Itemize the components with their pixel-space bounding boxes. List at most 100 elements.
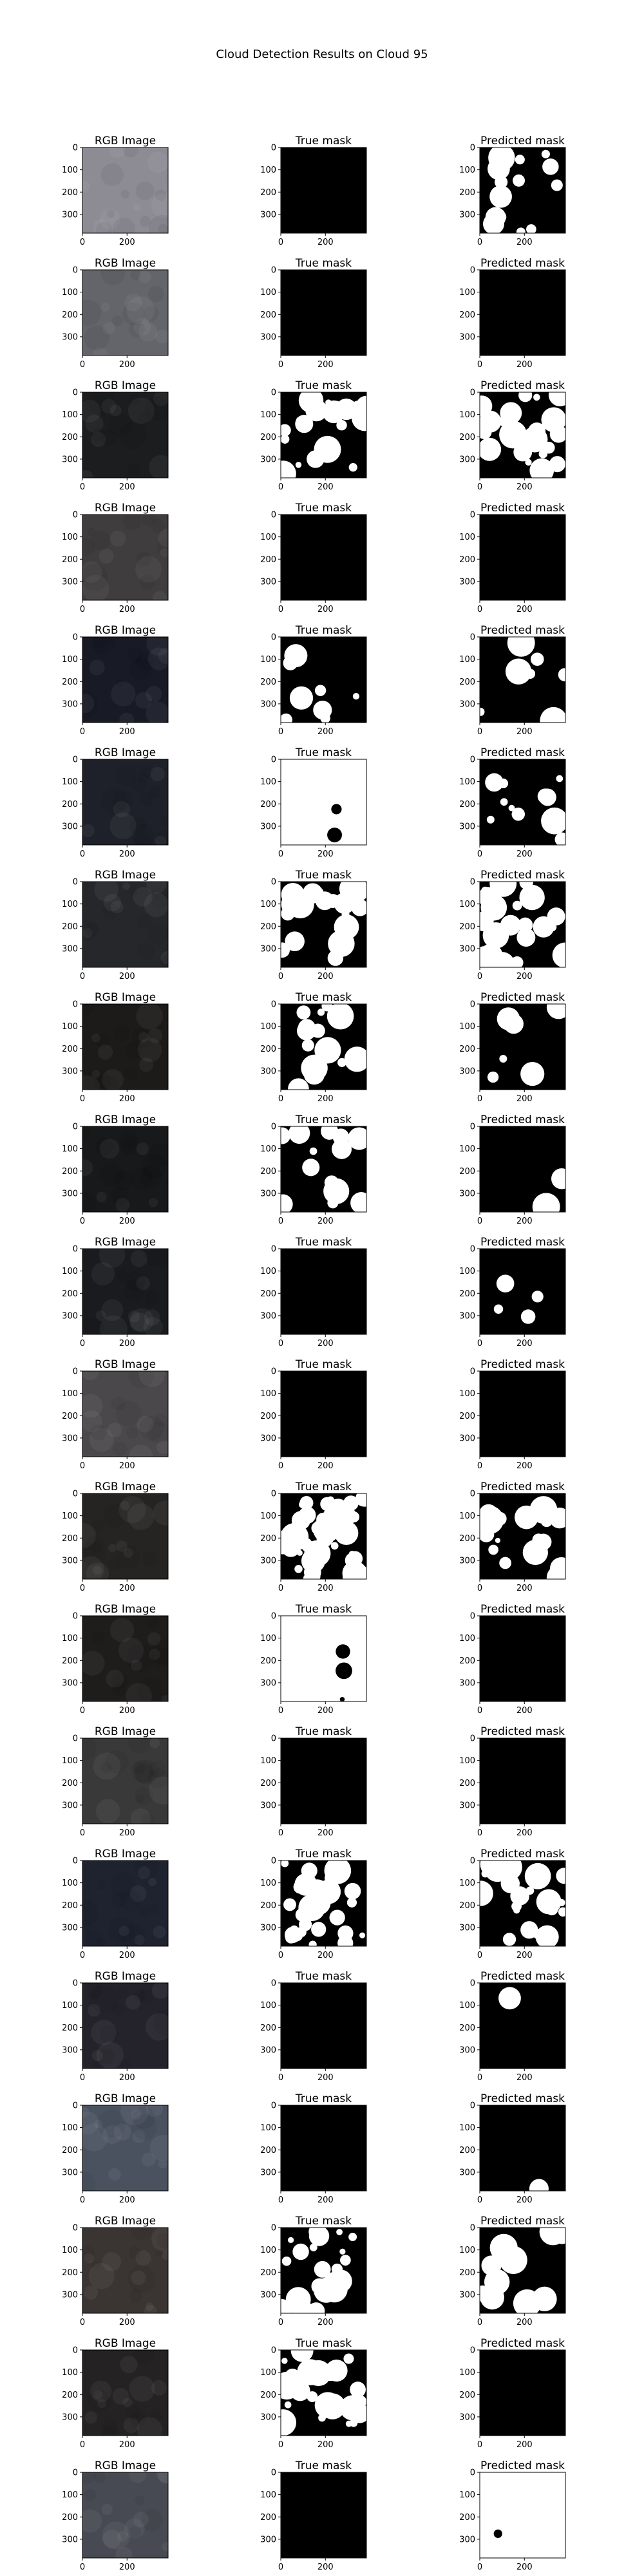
image-area [480, 270, 565, 355]
clear-region [336, 1644, 350, 1659]
cloud-region [281, 1543, 287, 1552]
x-tick-label: 0 [477, 238, 482, 247]
x-tick-label: 200 [317, 2195, 334, 2205]
image-area [480, 1861, 565, 1946]
image-area [281, 392, 366, 478]
cloud-region [334, 914, 359, 940]
rgb-image [82, 2105, 168, 2191]
cloud-region [528, 422, 546, 440]
texture [100, 788, 128, 815]
cloud-region [281, 891, 306, 917]
cloud-region [486, 815, 495, 824]
subplot-r5-c2: True mask 0 100 200 300 0 200 [260, 624, 367, 737]
subplot-title: Predicted mask [480, 869, 565, 882]
texture [82, 2472, 96, 2485]
texture [143, 1317, 163, 1334]
texture [126, 1994, 141, 2010]
texture [147, 1632, 161, 1646]
cloud-region [289, 1126, 310, 1144]
subplot-title: Predicted mask [480, 2459, 565, 2472]
mask-background [281, 2105, 366, 2191]
y-tick-label: 0 [73, 2224, 78, 2233]
cloud-region [281, 759, 366, 845]
texture [120, 1138, 138, 1155]
subplot-title: Predicted mask [480, 1358, 565, 1371]
image-area [281, 2228, 366, 2313]
y-tick-label: 0 [470, 1857, 475, 1866]
axes-frame [479, 636, 566, 723]
texture [117, 2531, 128, 2543]
cloud-region [290, 2350, 314, 2362]
texture [136, 1276, 150, 1291]
cloud-region [294, 1565, 303, 1573]
x-tick-label: 200 [119, 1584, 135, 1593]
axes-frame [479, 269, 566, 356]
cloud-region [542, 158, 559, 175]
subplot-title: RGB Image [95, 2215, 156, 2228]
x-tick-label: 200 [317, 1584, 334, 1593]
y-tick-label: 0 [470, 1245, 475, 1255]
image-area [281, 1983, 366, 2069]
axes-frame [280, 2472, 367, 2559]
cloud-region [558, 1907, 565, 1917]
subplot-title: True mask [295, 1481, 352, 1493]
cloud-region [541, 807, 565, 835]
texture [82, 2111, 99, 2135]
y-tick-label: 0 [73, 388, 78, 398]
axes-frame [280, 2349, 367, 2436]
x-tick-label: 200 [119, 1828, 135, 1838]
subplot-title: RGB Image [95, 2459, 156, 2472]
cloud-region [308, 2228, 330, 2246]
image-area [480, 759, 565, 845]
subplot-title: Predicted mask [480, 1236, 565, 1249]
cloud-region [339, 2395, 366, 2421]
cloud-region [548, 392, 565, 406]
axes-frame [280, 1248, 367, 1335]
texture [82, 1523, 96, 1548]
texture [161, 1695, 168, 1701]
y-tick-label: 300 [459, 1189, 475, 1198]
cloud-region [487, 1071, 499, 1083]
texture [153, 1501, 168, 1526]
image-area [281, 759, 366, 845]
image-area [281, 2350, 366, 2436]
texture [135, 556, 162, 583]
y-tick-label: 300 [260, 2412, 276, 2422]
y-tick-label: 300 [260, 1556, 276, 1566]
axes-frame [479, 392, 566, 478]
x-tick-label: 200 [516, 1706, 533, 1716]
cloud-region [320, 713, 330, 723]
image-area [82, 2105, 168, 2191]
y-tick-label: 300 [62, 1923, 78, 1933]
subplot-r15-c2: True mask 0 100 200 300 0 200 [260, 1848, 367, 1960]
x-tick-label: 0 [80, 972, 85, 981]
texture [117, 1987, 129, 2000]
texture [82, 2171, 96, 2191]
x-tick-label: 0 [477, 1584, 482, 1593]
cloud-region [292, 1083, 299, 1089]
cloud-region [495, 1537, 501, 1544]
x-tick-label: 0 [477, 849, 482, 859]
texture [94, 1075, 119, 1090]
y-tick-label: 0 [73, 1000, 78, 1010]
y-tick-label: 200 [260, 2146, 276, 2155]
mask-background [480, 1983, 565, 2069]
cloud-region [552, 942, 565, 967]
x-tick-label: 200 [516, 1828, 533, 1838]
x-tick-label: 200 [516, 605, 533, 614]
subplot-title: RGB Image [95, 1725, 156, 1738]
texture [155, 189, 167, 201]
texture [128, 1738, 151, 1754]
texture [157, 2472, 168, 2485]
y-tick-label: 0 [470, 2101, 475, 2111]
cloud-region [281, 2358, 288, 2364]
image-area [82, 1249, 168, 1334]
image-area [82, 1493, 168, 1579]
y-tick-label: 300 [62, 2168, 78, 2177]
x-tick-label: 0 [80, 849, 85, 859]
texture [90, 1984, 118, 2013]
y-tick-label: 300 [260, 822, 276, 831]
image-area [82, 637, 168, 723]
subplot-r16-c3: Predicted mask 0 100 200 300 0 200 [459, 1970, 566, 2083]
y-tick-label: 200 [260, 1412, 276, 1421]
